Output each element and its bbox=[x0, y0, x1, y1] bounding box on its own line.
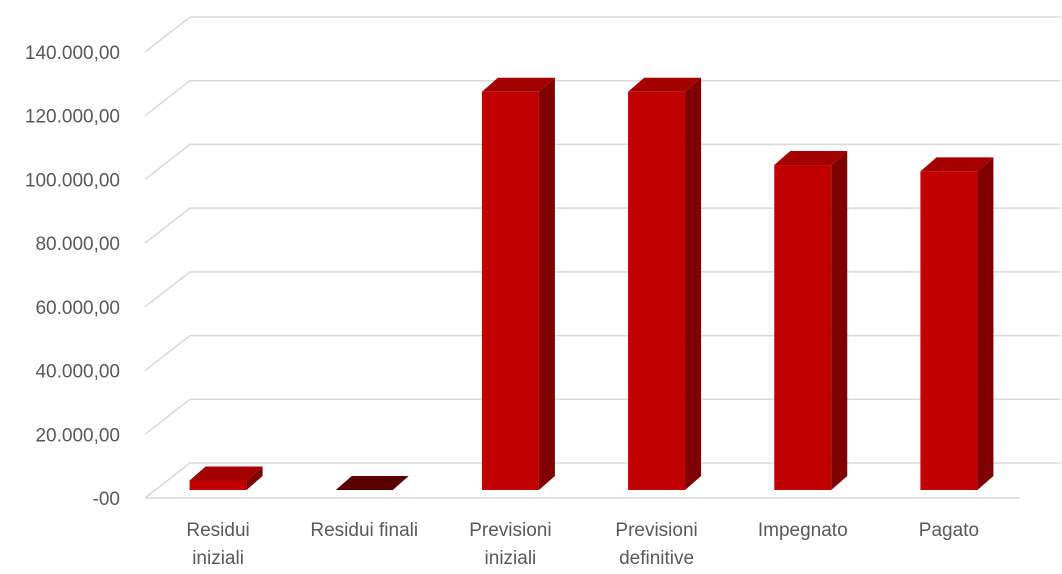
grid-line bbox=[144, 462, 1061, 499]
bar-top bbox=[335, 476, 409, 490]
x-category-label: Previsioni definitive bbox=[615, 520, 697, 569]
bar-3 bbox=[628, 77, 702, 491]
grid-lines bbox=[144, 16, 1061, 499]
bar-5 bbox=[920, 157, 994, 490]
bar-front bbox=[628, 91, 686, 491]
y-tick-label: 60.000,00 bbox=[35, 298, 120, 319]
grid-line bbox=[144, 334, 1061, 372]
bar-top bbox=[774, 151, 848, 166]
grid-line bbox=[144, 271, 1061, 308]
grid-line bbox=[144, 79, 1061, 117]
x-category-label: Residui iniziali bbox=[186, 520, 249, 569]
bar-0 bbox=[189, 466, 263, 490]
x-category-label: Impegnato bbox=[758, 520, 848, 541]
bar-side bbox=[538, 77, 555, 491]
y-tick-label: 120.000,00 bbox=[25, 107, 120, 128]
y-tick-label: 80.000,00 bbox=[35, 234, 120, 255]
bar-top bbox=[481, 77, 555, 92]
x-category-label: Previsioni iniziali bbox=[469, 520, 551, 569]
bar-1 bbox=[335, 476, 409, 490]
x-axis-category-labels: Residui iniziali Residui finali Previsioni i… bbox=[186, 520, 979, 569]
x-category-label: Residui finali bbox=[310, 520, 418, 541]
bar-top bbox=[920, 157, 994, 172]
x-category-label: Pagato bbox=[919, 520, 979, 541]
bar-front bbox=[481, 91, 539, 491]
grid-line bbox=[144, 207, 1061, 244]
y-tick-label: -00 bbox=[93, 489, 120, 510]
bar-side bbox=[977, 157, 994, 490]
bar-side bbox=[831, 151, 848, 491]
grid-line bbox=[144, 143, 1061, 181]
grid-line bbox=[144, 398, 1061, 435]
bar-side bbox=[685, 77, 702, 491]
grid-line bbox=[144, 16, 1061, 53]
bar-side bbox=[246, 466, 263, 490]
bar-front bbox=[920, 171, 978, 490]
y-tick-label: 100.000,00 bbox=[25, 170, 120, 191]
y-axis-tick-labels: -00 20.000,00 40.000,00 60.000,00 80.000,00 1… bbox=[25, 43, 120, 510]
y-tick-label: 140.000,00 bbox=[25, 43, 120, 64]
bar-4 bbox=[774, 151, 848, 491]
y-tick-label: 40.000,00 bbox=[35, 362, 120, 383]
bar-front bbox=[189, 480, 247, 490]
y-tick-label: 20.000,00 bbox=[35, 425, 120, 446]
bar-top bbox=[628, 77, 702, 92]
bar-top bbox=[189, 466, 263, 481]
bar-front bbox=[774, 165, 832, 491]
bars bbox=[189, 77, 994, 491]
bar-2 bbox=[481, 77, 555, 491]
